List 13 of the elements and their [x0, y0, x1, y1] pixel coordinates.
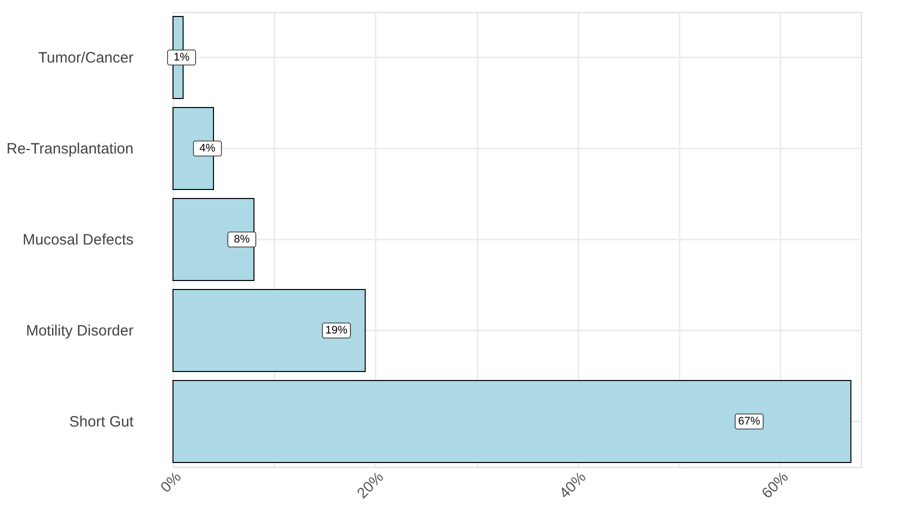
y-tick-label: Tumor/Cancer	[38, 50, 134, 66]
data-label: 67%	[738, 416, 760, 428]
y-tick-label: Short Gut	[69, 414, 134, 430]
y-tick-label: Re-Transplantation	[6, 140, 134, 158]
data-label: 8%	[234, 234, 250, 246]
data-label: 4%	[199, 142, 216, 154]
x-tick-label: 60%	[758, 468, 792, 502]
y-tick-label: Mucosal Defects	[22, 232, 134, 248]
x-tick-label: 0%	[157, 468, 185, 496]
x-tick-label: 40%	[556, 468, 590, 502]
data-label: 1%	[174, 52, 190, 64]
y-tick-label: Motility Disorder	[26, 322, 134, 340]
data-label: 19%	[325, 324, 348, 336]
